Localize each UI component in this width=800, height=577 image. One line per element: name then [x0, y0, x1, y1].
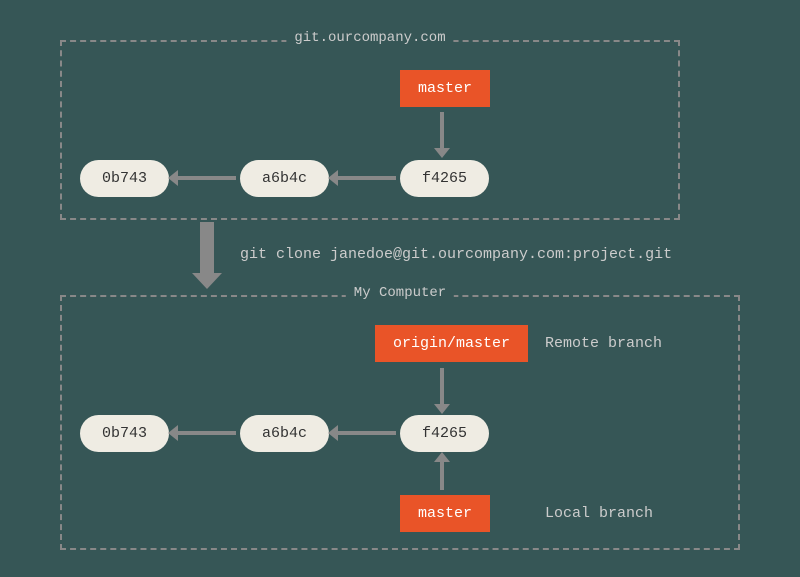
- remote-branch-caption: Remote branch: [545, 335, 662, 352]
- branch-label-master: master: [400, 70, 490, 107]
- branch-pointer-arrow: [440, 368, 444, 406]
- commit-node: f4265: [400, 415, 489, 452]
- local-branch-caption: Local branch: [545, 505, 653, 522]
- commit-node: 0b743: [80, 415, 169, 452]
- commit-node: a6b4c: [240, 415, 329, 452]
- branch-label-origin-master: origin/master: [375, 325, 528, 362]
- parent-arrow: [176, 176, 236, 180]
- commit-node: f4265: [400, 160, 489, 197]
- branch-pointer-arrow: [440, 112, 444, 150]
- remote-title: git.ourcompany.com: [286, 30, 453, 46]
- branch-label-master-local: master: [400, 495, 490, 532]
- parent-arrow: [336, 176, 396, 180]
- local-title: My Computer: [346, 285, 454, 301]
- clone-command-label: git clone janedoe@git.ourcompany.com:pro…: [240, 246, 672, 263]
- parent-arrow: [336, 431, 396, 435]
- parent-arrow: [176, 431, 236, 435]
- commit-node: 0b743: [80, 160, 169, 197]
- commit-node: a6b4c: [240, 160, 329, 197]
- branch-pointer-arrow: [440, 460, 444, 490]
- clone-arrow: [200, 222, 214, 277]
